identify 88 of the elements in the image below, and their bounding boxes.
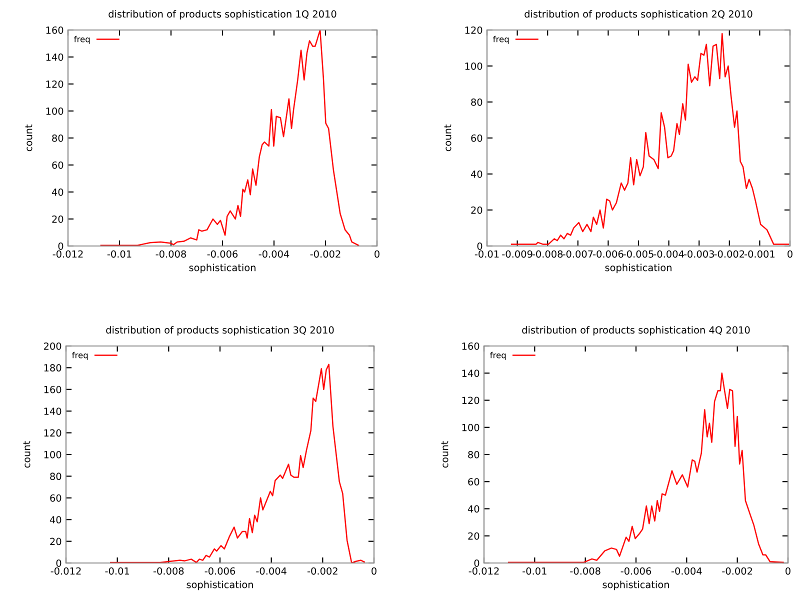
y-tick-label: 180 <box>44 364 62 372</box>
y-tick-label: 100 <box>465 62 482 70</box>
x-tick-label: -0.006 <box>593 250 624 258</box>
x-axis-title: sophistication <box>602 580 669 590</box>
x-tick-label: -0.007 <box>562 250 593 258</box>
line-series <box>100 30 360 246</box>
x-axis-title: sophistication <box>189 264 256 274</box>
y-tick-label: 100 <box>46 107 64 115</box>
line-series <box>508 372 784 563</box>
x-tick-label: 0 <box>786 567 790 575</box>
x-tick-label: -0.008 <box>570 567 600 575</box>
x-tick-label: -0.002 <box>714 250 744 258</box>
y-tick-label: 80 <box>471 98 482 106</box>
x-tick-label: -0.006 <box>204 567 236 575</box>
x-tick-label: -0.001 <box>744 250 774 258</box>
y-tick-label: 60 <box>468 478 480 486</box>
x-tick-label: -0.01 <box>474 250 499 258</box>
y-tick-label: 0 <box>474 559 480 567</box>
y-tick-label: 200 <box>44 342 62 350</box>
x-tick-label: -0.008 <box>532 250 563 258</box>
y-tick-label: 20 <box>468 532 480 540</box>
y-tick-label: 160 <box>44 386 62 394</box>
y-tick-label: 20 <box>471 206 482 214</box>
x-tick-label: -0.009 <box>502 250 532 258</box>
y-tick-label: 0 <box>58 242 64 250</box>
x-tick-label: -0.01 <box>522 567 546 575</box>
x-tick-label: 0 <box>788 250 792 258</box>
x-tick-label: -0.012 <box>468 567 499 575</box>
y-tick-label: 40 <box>470 170 482 178</box>
y-tick-label: 140 <box>46 53 64 61</box>
x-tick-label: -0.012 <box>52 250 83 258</box>
x-tick-label: -0.004 <box>654 250 684 258</box>
y-tick-label: 160 <box>462 342 480 350</box>
y-tick-label: 80 <box>468 450 480 458</box>
y-tick-label: 40 <box>50 516 62 524</box>
x-tick-label: -0.004 <box>256 567 286 575</box>
x-tick-label: -0.01 <box>107 250 132 258</box>
x-tick-label: -0.005 <box>623 250 654 258</box>
y-tick-label: 120 <box>46 80 64 88</box>
y-tick-label: 100 <box>462 424 480 432</box>
legend-label: freq <box>74 36 90 44</box>
y-tick-label: 0 <box>56 559 62 567</box>
y-tick-label: 140 <box>44 408 62 415</box>
y-tick-label: 40 <box>468 505 480 513</box>
y-tick-label: 120 <box>462 396 480 404</box>
y-tick-label: 100 <box>44 450 62 458</box>
x-tick-label: -0.006 <box>620 567 652 575</box>
y-axis-title: count <box>23 441 30 468</box>
y-tick-label: 160 <box>46 26 64 34</box>
y-axis-title: count <box>441 441 448 468</box>
x-tick-label: -0.012 <box>50 567 81 575</box>
legend-label: freq <box>72 352 88 360</box>
y-axis-title: count <box>25 124 32 152</box>
y-tick-label: 60 <box>471 134 482 142</box>
y-tick-label: 80 <box>50 472 62 480</box>
x-tick-label: 0 <box>374 250 380 258</box>
x-tick-label: -0.004 <box>671 567 702 575</box>
chart-title: distribution of products sophistication 1Q 2010 <box>108 10 336 20</box>
chart-title: distribution of products sophistication 3Q 2010 <box>106 326 334 336</box>
x-tick-label: 0 <box>372 567 376 575</box>
y-tick-label: 20 <box>52 215 64 223</box>
x-tick-label: -0.002 <box>307 567 338 575</box>
x-tick-label: -0.008 <box>153 567 184 575</box>
y-tick-label: 80 <box>52 134 64 142</box>
y-tick-label: 20 <box>50 538 62 546</box>
legend-label: freq <box>493 36 509 44</box>
y-tick-label: 40 <box>52 188 64 196</box>
chart-title: distribution of products sophistication 4Q 2010 <box>522 326 750 336</box>
x-tick-label: -0.008 <box>156 250 186 258</box>
y-tick-label: 60 <box>52 161 64 169</box>
legend-label: freq <box>490 352 506 360</box>
y-tick-label: 120 <box>465 26 482 34</box>
y-tick-label: 0 <box>477 242 482 250</box>
x-tick-label: -0.002 <box>722 567 752 575</box>
y-tick-label: 60 <box>50 494 62 502</box>
line-series <box>110 364 365 563</box>
y-tick-label: 140 <box>462 370 480 377</box>
line-series <box>510 32 790 245</box>
x-tick-label: -0.006 <box>207 250 238 258</box>
chart-title: distribution of products sophistication 2Q 2010 <box>524 10 752 20</box>
y-tick-label: 120 <box>44 429 62 437</box>
y-axis-title: count <box>444 124 452 152</box>
x-tick-label: -0.004 <box>258 250 290 258</box>
x-axis-title: sophistication <box>605 264 672 274</box>
x-tick-label: -0.002 <box>310 250 340 258</box>
x-tick-label: -0.003 <box>684 250 714 258</box>
x-axis-title: sophistication <box>186 580 253 590</box>
x-tick-label: -0.01 <box>105 567 130 575</box>
